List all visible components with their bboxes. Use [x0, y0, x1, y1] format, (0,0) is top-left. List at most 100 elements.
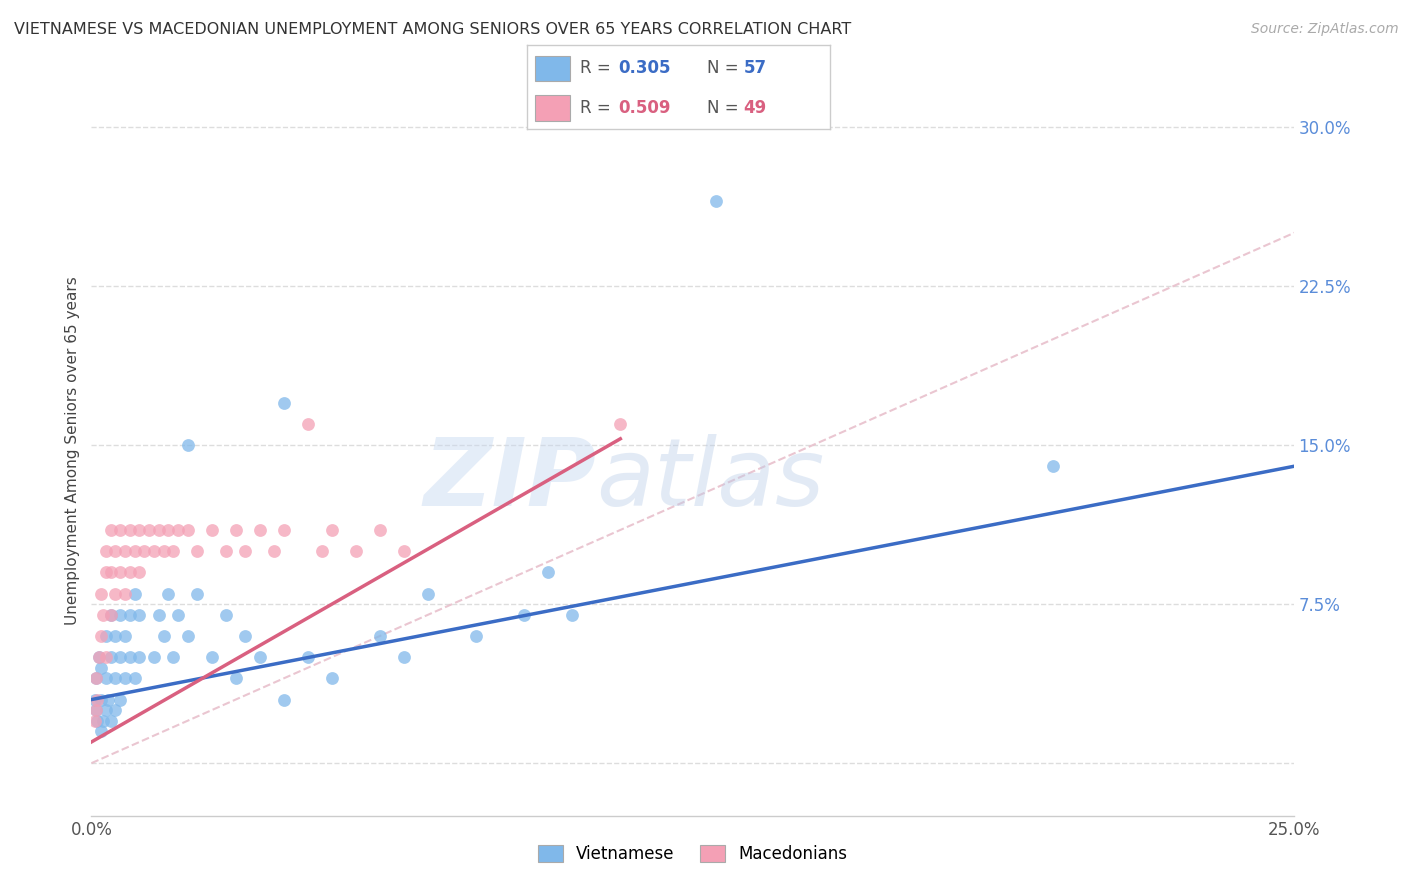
- Point: [90, 586, 112, 600]
- Text: 57: 57: [744, 60, 766, 78]
- Point: [84, 692, 107, 706]
- Point: [84, 703, 107, 717]
- Point: [110, 566, 132, 580]
- Point: [110, 650, 132, 665]
- Point: [118, 566, 141, 580]
- Point: [368, 523, 391, 537]
- Point: [100, 714, 122, 728]
- Point: [90, 724, 112, 739]
- Point: [225, 523, 247, 537]
- Point: [215, 544, 238, 558]
- Point: [157, 586, 180, 600]
- Point: [104, 672, 127, 686]
- Point: [84, 703, 107, 717]
- Point: [104, 544, 127, 558]
- Point: [225, 672, 247, 686]
- Point: [142, 544, 165, 558]
- Point: [118, 523, 141, 537]
- Legend: Vietnamese, Macedonians: Vietnamese, Macedonians: [531, 838, 853, 870]
- Text: 0.509: 0.509: [619, 99, 671, 117]
- Point: [100, 650, 122, 665]
- Point: [93, 607, 115, 622]
- Point: [176, 438, 198, 452]
- Point: [138, 523, 160, 537]
- Point: [392, 544, 415, 558]
- Point: [167, 607, 190, 622]
- Point: [110, 607, 132, 622]
- Point: [201, 523, 224, 537]
- Point: [118, 650, 141, 665]
- Point: [94, 672, 117, 686]
- Point: [100, 566, 122, 580]
- Point: [537, 566, 560, 580]
- Point: [128, 650, 150, 665]
- Point: [465, 629, 488, 643]
- Point: [94, 629, 117, 643]
- Point: [93, 714, 115, 728]
- Point: [392, 650, 415, 665]
- Point: [100, 523, 122, 537]
- Point: [90, 629, 112, 643]
- Point: [368, 629, 391, 643]
- Point: [124, 586, 146, 600]
- Point: [263, 544, 285, 558]
- Text: ZIP: ZIP: [423, 434, 596, 525]
- Text: N =: N =: [707, 99, 744, 117]
- Point: [561, 607, 583, 622]
- Point: [124, 544, 146, 558]
- Point: [97, 692, 120, 706]
- Point: [110, 523, 132, 537]
- Point: [87, 650, 110, 665]
- Point: [104, 703, 127, 717]
- Point: [1042, 459, 1064, 474]
- Point: [104, 586, 127, 600]
- Point: [176, 523, 198, 537]
- Text: 49: 49: [744, 99, 766, 117]
- Point: [609, 417, 631, 431]
- Point: [233, 629, 256, 643]
- Point: [215, 607, 238, 622]
- Point: [186, 544, 208, 558]
- Point: [100, 607, 122, 622]
- Point: [84, 672, 107, 686]
- Point: [142, 650, 165, 665]
- Point: [94, 566, 117, 580]
- Point: [118, 607, 141, 622]
- Point: [297, 417, 319, 431]
- Point: [201, 650, 224, 665]
- Point: [162, 650, 184, 665]
- Point: [86, 692, 108, 706]
- Point: [100, 607, 122, 622]
- Point: [84, 714, 107, 728]
- Y-axis label: Unemployment Among Seniors over 65 years: Unemployment Among Seniors over 65 years: [65, 277, 80, 624]
- Point: [114, 629, 136, 643]
- Text: R =: R =: [581, 99, 616, 117]
- Point: [152, 544, 174, 558]
- FancyBboxPatch shape: [534, 55, 569, 81]
- Point: [148, 523, 170, 537]
- Point: [167, 523, 190, 537]
- Point: [128, 607, 150, 622]
- Point: [124, 672, 146, 686]
- Point: [134, 544, 156, 558]
- Text: 0.305: 0.305: [619, 60, 671, 78]
- Text: N =: N =: [707, 60, 744, 78]
- Point: [249, 523, 271, 537]
- Point: [233, 544, 256, 558]
- Point: [148, 607, 170, 622]
- Point: [249, 650, 271, 665]
- Text: atlas: atlas: [596, 434, 824, 525]
- Point: [273, 692, 295, 706]
- Point: [114, 586, 136, 600]
- Point: [90, 692, 112, 706]
- Point: [90, 661, 112, 675]
- Point: [311, 544, 333, 558]
- FancyBboxPatch shape: [534, 95, 569, 120]
- Point: [513, 607, 536, 622]
- Point: [706, 194, 728, 209]
- Point: [114, 544, 136, 558]
- Point: [157, 523, 180, 537]
- Point: [94, 544, 117, 558]
- Point: [176, 629, 198, 643]
- Text: VIETNAMESE VS MACEDONIAN UNEMPLOYMENT AMONG SENIORS OVER 65 YEARS CORRELATION CH: VIETNAMESE VS MACEDONIAN UNEMPLOYMENT AM…: [14, 22, 851, 37]
